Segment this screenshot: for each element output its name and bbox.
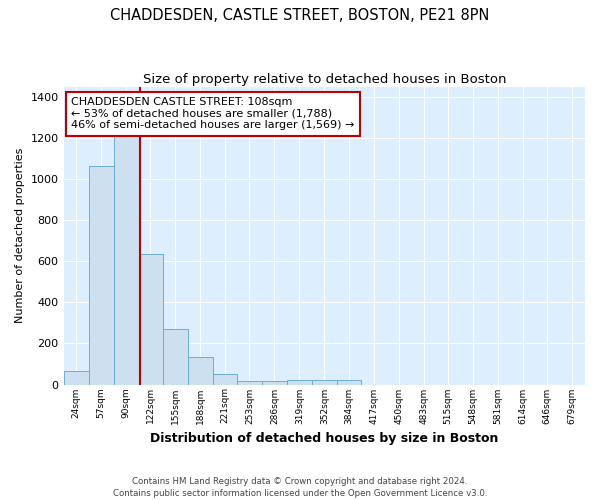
Text: CHADDESDEN CASTLE STREET: 108sqm
← 53% of detached houses are smaller (1,788)
46: CHADDESDEN CASTLE STREET: 108sqm ← 53% o… [71, 97, 355, 130]
X-axis label: Distribution of detached houses by size in Boston: Distribution of detached houses by size … [150, 432, 499, 445]
Bar [139, 254, 163, 384]
Bar [262, 382, 287, 384]
Bar [163, 329, 188, 384]
Bar [188, 357, 213, 384]
Bar [287, 380, 312, 384]
Bar [238, 381, 262, 384]
Bar [64, 371, 89, 384]
Title: Size of property relative to detached houses in Boston: Size of property relative to detached ho… [143, 72, 506, 86]
Y-axis label: Number of detached properties: Number of detached properties [15, 148, 25, 324]
Bar [113, 126, 139, 384]
Bar [213, 374, 238, 384]
Bar [337, 380, 361, 384]
Bar [312, 380, 337, 384]
Bar [89, 166, 113, 384]
Text: Contains HM Land Registry data © Crown copyright and database right 2024.
Contai: Contains HM Land Registry data © Crown c… [113, 476, 487, 498]
Text: CHADDESDEN, CASTLE STREET, BOSTON, PE21 8PN: CHADDESDEN, CASTLE STREET, BOSTON, PE21 … [110, 8, 490, 22]
